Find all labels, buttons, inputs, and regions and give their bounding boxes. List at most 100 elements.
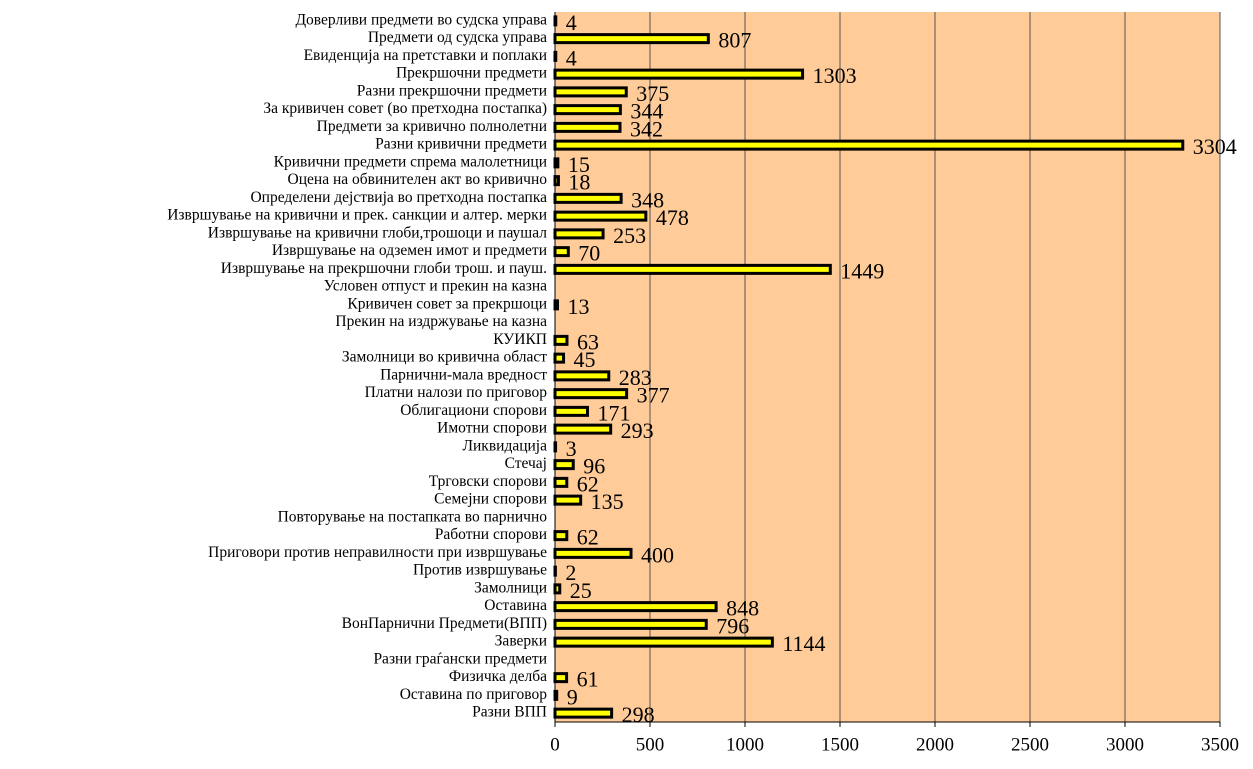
x-tick-label: 3500 [1201, 734, 1239, 755]
x-tick-label: 2500 [1011, 734, 1049, 755]
y-tick-label: Определени дејствија во претходна постап… [250, 189, 547, 206]
bar [553, 636, 774, 648]
value-label: 3304 [1193, 134, 1237, 159]
y-tick-label: Ликвидација [463, 437, 548, 454]
bar [553, 459, 575, 471]
value-label: 63 [577, 329, 599, 354]
y-tick-label: Платни налози по приговор [365, 384, 548, 401]
bar [553, 352, 566, 364]
value-label: 62 [577, 471, 599, 496]
bar [553, 33, 710, 45]
bar [553, 476, 569, 488]
x-tick-label: 0 [550, 734, 560, 755]
value-label: 62 [577, 525, 599, 550]
bar [553, 86, 628, 98]
bar [553, 246, 570, 258]
y-tick-label: Извршување на одземен имот и предмети [272, 242, 547, 259]
y-tick-label: КУИКП [493, 331, 547, 348]
y-tick-label: Физичка делба [449, 668, 547, 685]
y-tick-label: Трговски спорови [429, 473, 547, 490]
bar [553, 689, 559, 701]
x-tick-label: 500 [636, 734, 665, 755]
value-label: 848 [726, 596, 759, 621]
y-tick-label: Заверки [495, 633, 547, 650]
value-label: 375 [636, 81, 669, 106]
y-tick-label: Извршување на кривични глоби,трошоци и п… [208, 224, 548, 241]
y-tick-label: Прекин на издржување на казна [335, 313, 547, 330]
y-tick-label: Предмети за кривично полнолетни [317, 118, 547, 135]
bar [553, 441, 558, 453]
value-label: 96 [583, 454, 605, 479]
y-tick-label: Против извршување [413, 562, 547, 579]
y-tick-label: Разни кривични предмети [375, 136, 547, 153]
y-tick-label: Замолници во кривична област [342, 349, 547, 366]
x-tick-label: 1500 [821, 734, 859, 755]
y-tick-label: ВонПарнични Предмети(ВПП) [342, 615, 547, 632]
y-tick-label: За кривичен совет (во претходна постапка… [263, 100, 547, 117]
value-label: 348 [631, 187, 664, 212]
bar [553, 104, 622, 116]
y-tick-label: Разни ВПП [472, 704, 547, 721]
bar [553, 15, 558, 27]
bar [553, 388, 629, 400]
x-tick-label: 1000 [726, 734, 764, 755]
bar [553, 370, 611, 382]
bar [553, 210, 648, 222]
value-label: 283 [619, 365, 652, 390]
y-tick-label: Разни прекршочни предмети [357, 82, 547, 99]
bar [553, 139, 1185, 151]
value-label: 796 [716, 613, 749, 638]
y-tick-label: Работни спорови [435, 526, 547, 543]
value-label: 171 [597, 400, 630, 425]
y-tick-label: Повторување на постапката во парнично [278, 508, 548, 525]
y-tick-label: Облигациони спорови [400, 402, 547, 419]
y-tick-label: Замолници [474, 579, 547, 596]
y-tick-label: Предмети од судска управа [368, 29, 547, 46]
y-tick-label: Извршување на кривични и прек. санкции и… [167, 207, 547, 224]
value-label: 61 [577, 667, 599, 692]
value-label: 344 [630, 99, 663, 124]
y-tick-label: Приговори против неправилности при изврш… [208, 544, 547, 561]
value-label: 4 [566, 45, 577, 70]
bar [553, 192, 623, 204]
value-label: 9 [567, 684, 578, 709]
bar [553, 334, 569, 346]
y-tick-label: Евиденција на претставки и поплаки [304, 47, 547, 64]
value-label: 18 [568, 170, 590, 195]
value-label: 70 [578, 241, 600, 266]
value-label: 3 [566, 436, 577, 461]
bar [553, 299, 559, 311]
bar [553, 547, 633, 559]
y-tick-label: Извршување на прекршочни глоби трош. и п… [221, 260, 547, 277]
bar [553, 68, 805, 80]
bar [553, 175, 560, 187]
bar [553, 263, 832, 275]
value-label: 400 [641, 542, 674, 567]
value-label: 478 [656, 205, 689, 230]
value-label: 1144 [782, 631, 825, 656]
y-tick-label: Оцена на обвинителен акт во кривично [288, 171, 548, 188]
value-label: 25 [570, 578, 592, 603]
value-label: 298 [622, 702, 655, 727]
value-label: 1449 [840, 258, 884, 283]
y-tick-label: Семејни спорови [434, 491, 547, 508]
value-label: 4 [566, 10, 577, 35]
y-tick-label: Разни граѓански предмети [373, 650, 547, 667]
y-tick-label: Условен отпуст и прекин на казна [324, 278, 547, 295]
y-tick-label: Прекршочни предмети [396, 65, 547, 82]
bar [553, 707, 614, 719]
y-tick-label: Оставина по приговор [400, 686, 548, 703]
value-label: 13 [567, 294, 589, 319]
value-label: 377 [637, 383, 670, 408]
value-label: 15 [568, 152, 590, 177]
y-tick-label: Стечај [505, 455, 547, 472]
bar [553, 228, 605, 240]
bar [553, 494, 583, 506]
value-label: 253 [613, 223, 646, 248]
bar [553, 583, 562, 595]
value-label: 45 [574, 347, 596, 372]
value-label: 2 [565, 560, 576, 585]
y-tick-label: Парнични-мала вредност [380, 366, 547, 383]
x-tick-label: 2000 [916, 734, 954, 755]
